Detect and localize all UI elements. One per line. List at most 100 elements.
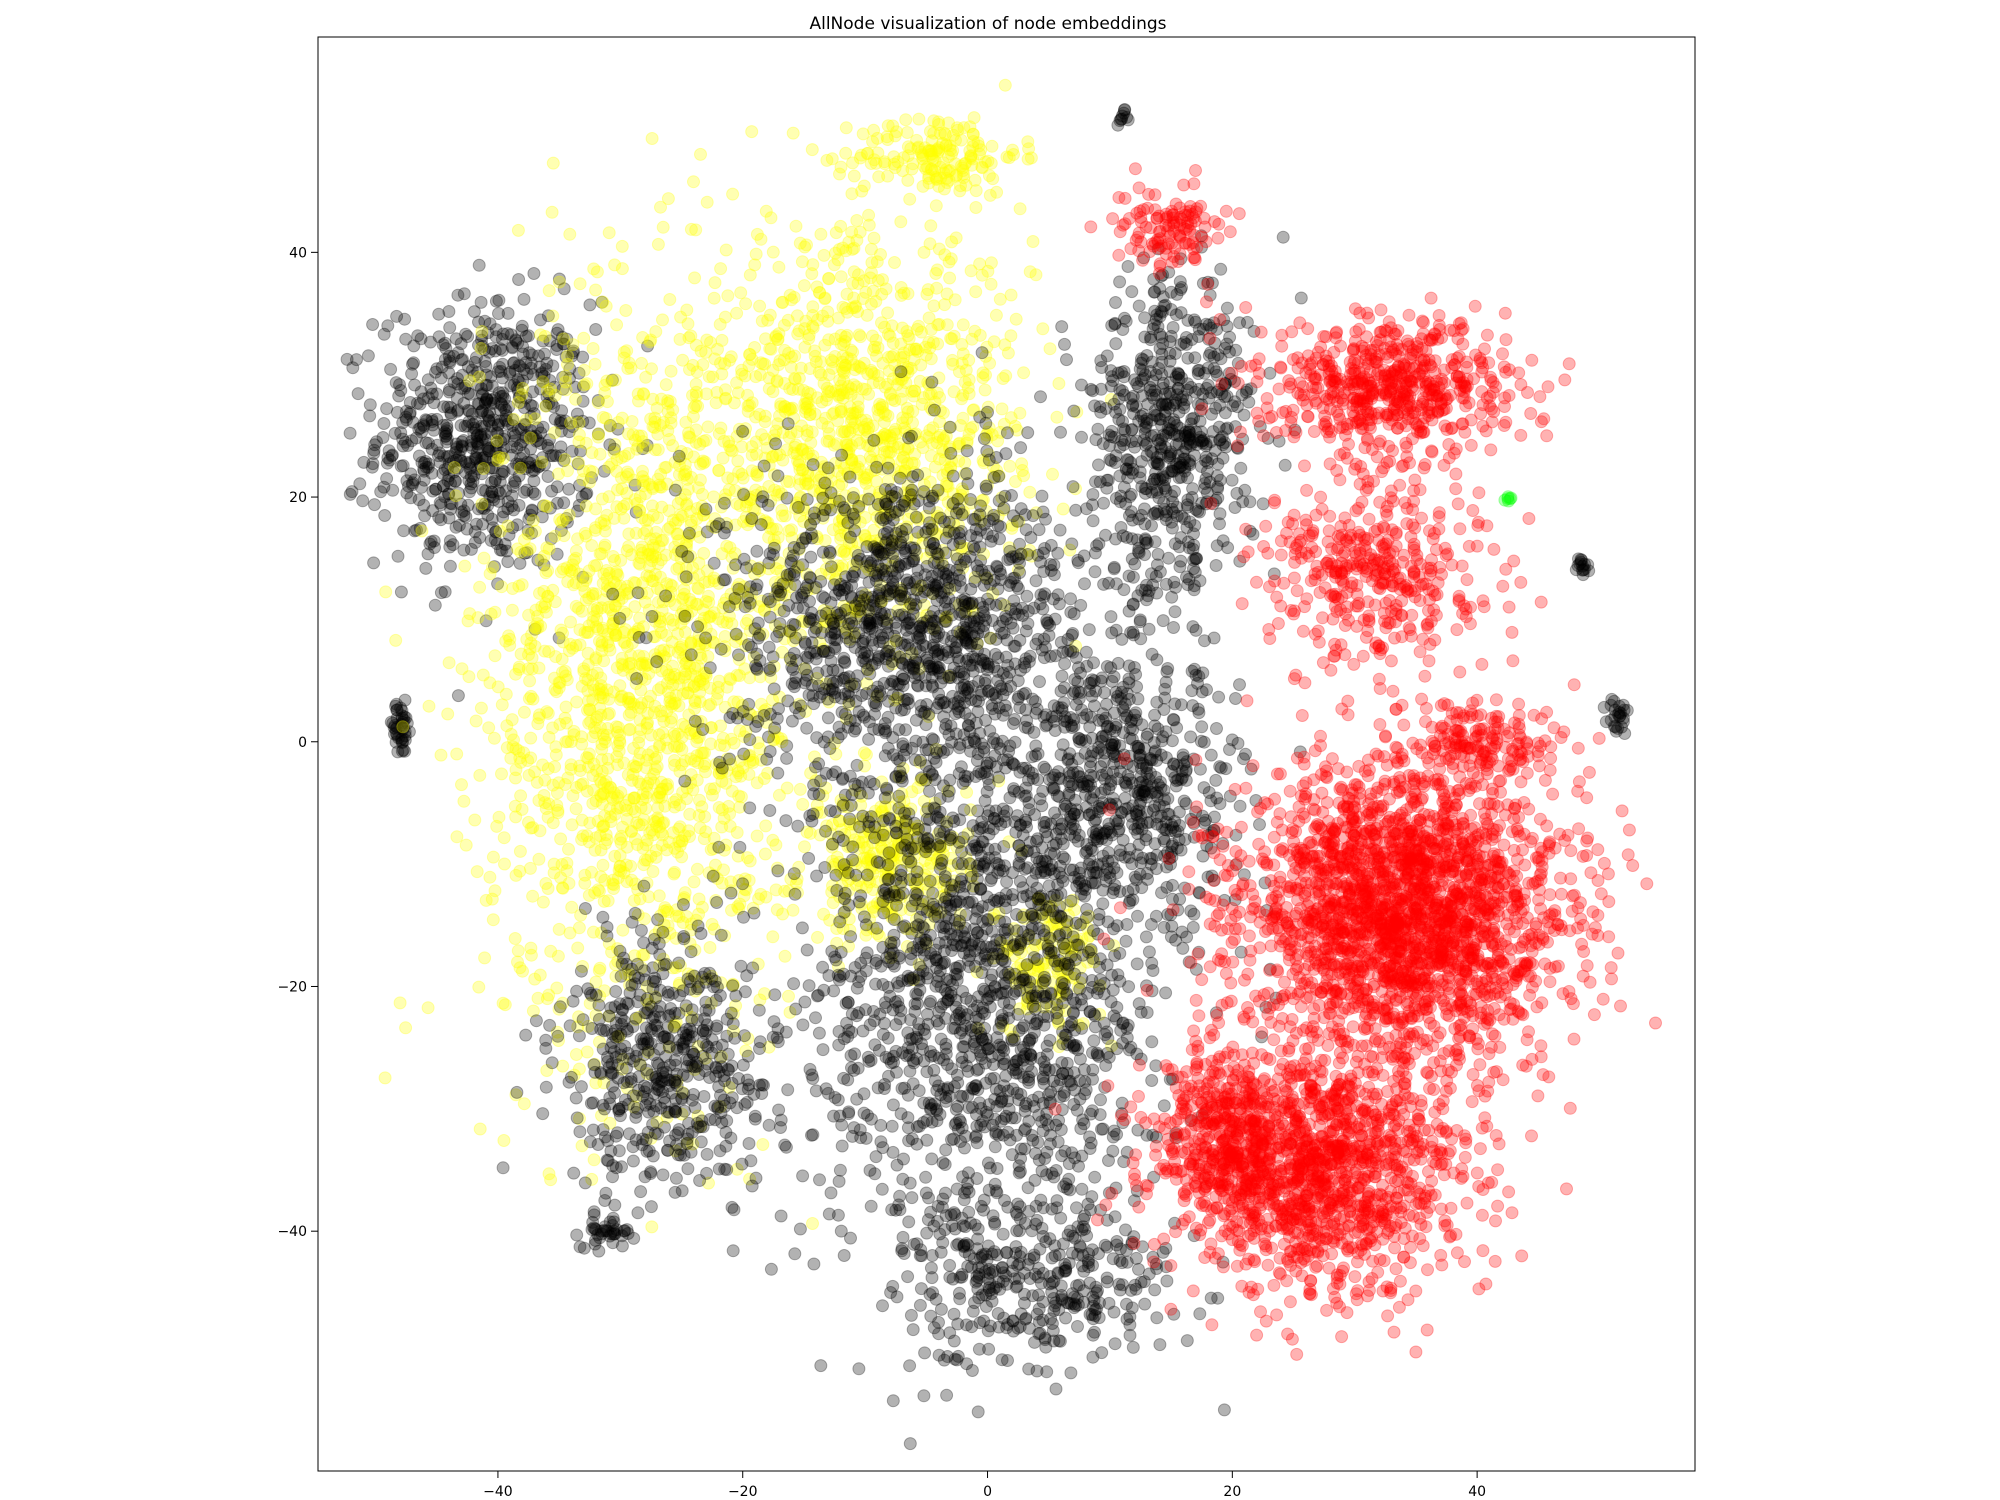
data-point bbox=[907, 456, 921, 470]
data-point bbox=[451, 403, 465, 417]
data-point bbox=[425, 415, 439, 428]
data-point bbox=[840, 386, 854, 400]
data-point bbox=[707, 291, 721, 305]
data-point bbox=[498, 413, 512, 426]
data-point bbox=[519, 430, 533, 444]
data-point bbox=[400, 486, 414, 500]
data-point bbox=[719, 243, 733, 257]
data-point bbox=[729, 558, 743, 572]
data-point bbox=[690, 862, 704, 876]
data-point bbox=[449, 474, 463, 488]
data-point bbox=[484, 370, 498, 384]
data-point bbox=[651, 511, 665, 525]
data-point bbox=[374, 485, 388, 499]
data-point bbox=[495, 580, 509, 594]
data-point bbox=[499, 403, 513, 417]
data-point bbox=[400, 413, 413, 427]
data-point bbox=[668, 483, 682, 497]
data-point bbox=[944, 252, 958, 266]
data-point bbox=[524, 442, 537, 456]
data-point bbox=[569, 392, 583, 406]
data-point bbox=[552, 776, 566, 790]
data-point bbox=[356, 494, 370, 508]
data-point bbox=[570, 1228, 584, 1242]
data-point bbox=[610, 464, 624, 478]
data-point bbox=[595, 547, 608, 561]
data-point bbox=[635, 656, 649, 670]
data-point bbox=[847, 241, 861, 255]
data-point bbox=[881, 119, 895, 133]
data-point bbox=[536, 451, 550, 465]
data-point bbox=[478, 951, 492, 965]
data-point bbox=[793, 782, 807, 796]
data-point bbox=[739, 297, 753, 311]
data-point bbox=[644, 333, 658, 347]
data-point bbox=[474, 701, 488, 715]
data-point bbox=[635, 356, 648, 370]
data-point bbox=[730, 306, 744, 320]
data-point bbox=[909, 510, 923, 524]
data-point bbox=[903, 192, 917, 206]
data-point bbox=[445, 497, 459, 511]
data-point bbox=[932, 242, 946, 256]
data-point bbox=[506, 582, 520, 595]
data-point bbox=[443, 540, 457, 554]
data-point bbox=[395, 711, 409, 725]
data-point bbox=[458, 559, 472, 573]
data-point bbox=[870, 460, 884, 474]
data-point bbox=[695, 900, 709, 914]
data-point bbox=[478, 427, 492, 441]
data-point bbox=[422, 699, 436, 713]
data-point bbox=[729, 770, 743, 784]
data-point bbox=[757, 772, 771, 785]
data-point bbox=[386, 483, 400, 497]
data-point bbox=[922, 430, 936, 444]
data-point bbox=[483, 870, 497, 884]
data-point bbox=[775, 509, 789, 523]
data-point bbox=[624, 705, 638, 719]
data-point bbox=[637, 387, 651, 401]
data-point bbox=[586, 342, 600, 355]
data-point bbox=[501, 519, 515, 533]
data-point bbox=[380, 402, 394, 416]
data-point bbox=[472, 980, 486, 994]
data-point bbox=[807, 506, 821, 520]
data-point bbox=[659, 589, 673, 603]
data-point bbox=[836, 300, 850, 314]
data-point bbox=[462, 415, 476, 429]
data-point bbox=[1026, 235, 1040, 248]
data-point bbox=[536, 334, 550, 348]
data-point bbox=[437, 449, 451, 463]
data-point bbox=[419, 413, 433, 427]
data-point bbox=[1014, 441, 1028, 455]
data-point bbox=[489, 294, 503, 308]
data-point bbox=[743, 801, 757, 815]
data-point bbox=[924, 352, 938, 366]
data-point bbox=[615, 689, 629, 703]
data-point bbox=[515, 323, 529, 337]
data-point bbox=[688, 271, 702, 285]
data-point bbox=[894, 365, 908, 379]
data-point bbox=[340, 352, 354, 366]
data-point bbox=[596, 858, 610, 872]
data-point bbox=[822, 427, 836, 441]
data-point bbox=[692, 481, 705, 495]
data-point bbox=[378, 1071, 392, 1085]
data-point bbox=[433, 446, 446, 460]
data-point bbox=[867, 433, 881, 447]
data-point bbox=[589, 323, 603, 336]
data-point bbox=[450, 391, 464, 405]
data-point bbox=[848, 301, 862, 314]
data-point bbox=[577, 363, 591, 377]
data-point bbox=[573, 759, 587, 773]
data-point bbox=[415, 456, 429, 469]
data-point bbox=[473, 580, 487, 594]
data-point bbox=[443, 559, 457, 573]
data-point bbox=[1001, 346, 1015, 360]
data-point bbox=[1015, 464, 1029, 477]
data-point bbox=[474, 430, 488, 443]
data-point bbox=[777, 604, 791, 618]
data-point bbox=[984, 277, 998, 291]
data-point bbox=[703, 941, 717, 954]
data-point bbox=[766, 650, 780, 664]
